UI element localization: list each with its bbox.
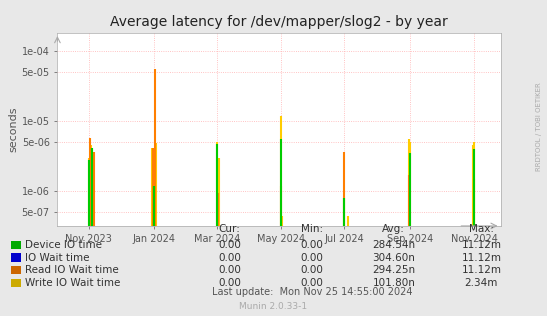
Y-axis label: seconds: seconds <box>9 107 19 152</box>
Text: RRDTOOL / TOBI OETIKER: RRDTOOL / TOBI OETIKER <box>536 82 542 171</box>
Text: 0.00: 0.00 <box>218 265 241 275</box>
Text: Munin 2.0.33-1: Munin 2.0.33-1 <box>240 302 307 311</box>
Text: 284.54n: 284.54n <box>373 240 415 250</box>
Text: 11.12m: 11.12m <box>461 240 502 250</box>
Text: Device IO time: Device IO time <box>25 240 102 250</box>
Title: Average latency for /dev/mapper/slog2 - by year: Average latency for /dev/mapper/slog2 - … <box>110 15 448 29</box>
Text: 0.00: 0.00 <box>218 252 241 263</box>
Text: 0.00: 0.00 <box>300 252 323 263</box>
Text: Min:: Min: <box>301 224 323 234</box>
Text: Avg:: Avg: <box>382 224 405 234</box>
Text: 2.34m: 2.34m <box>464 278 498 288</box>
Text: Last update:  Mon Nov 25 14:55:00 2024: Last update: Mon Nov 25 14:55:00 2024 <box>212 287 412 296</box>
Text: IO Wait time: IO Wait time <box>25 252 89 263</box>
Text: Max:: Max: <box>469 224 494 234</box>
Text: Write IO Wait time: Write IO Wait time <box>25 278 120 288</box>
Text: 294.25n: 294.25n <box>373 265 415 275</box>
Text: 304.60n: 304.60n <box>373 252 415 263</box>
Text: 0.00: 0.00 <box>300 265 323 275</box>
Text: 101.80n: 101.80n <box>373 278 415 288</box>
Text: 11.12m: 11.12m <box>461 265 502 275</box>
Text: 0.00: 0.00 <box>218 278 241 288</box>
Text: 0.00: 0.00 <box>300 240 323 250</box>
Text: Read IO Wait time: Read IO Wait time <box>25 265 118 275</box>
Text: Cur:: Cur: <box>219 224 241 234</box>
Text: 0.00: 0.00 <box>218 240 241 250</box>
Text: 11.12m: 11.12m <box>461 252 502 263</box>
Text: 0.00: 0.00 <box>300 278 323 288</box>
